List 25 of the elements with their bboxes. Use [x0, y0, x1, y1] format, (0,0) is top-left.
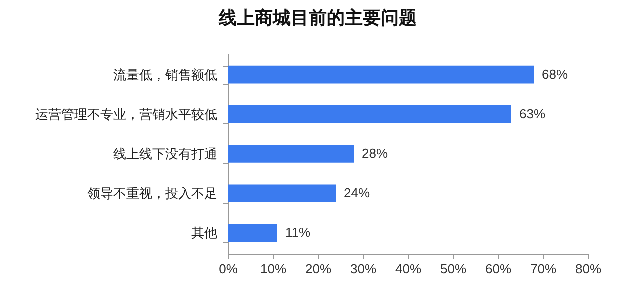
bar — [228, 184, 336, 203]
data-label: 68% — [542, 66, 568, 82]
x-tick-label: 10% — [260, 262, 287, 276]
x-tick-label: 60% — [485, 262, 512, 276]
bar — [228, 66, 534, 84]
x-tick-label: 0% — [219, 262, 238, 276]
y-tick-label: 流量低，销售额低 — [114, 67, 218, 82]
bar — [228, 145, 354, 163]
x-tick-label: 70% — [530, 262, 557, 276]
x-tick-label: 20% — [305, 262, 332, 276]
x-tick-label: 50% — [440, 262, 467, 276]
x-tick-label: 30% — [350, 262, 377, 276]
y-tick-label: 运营管理不专业，营销水平较低 — [36, 106, 218, 122]
x-tick-label: 40% — [395, 262, 422, 276]
y-tick-label: 领导不重视，投入不足 — [88, 186, 218, 202]
chart-title: 线上商城目前的主要问题 — [218, 8, 418, 28]
bar — [228, 224, 278, 242]
y-tick-label: 线上线下没有打通 — [114, 146, 218, 162]
y-tick-label: 其他 — [192, 226, 218, 241]
x-tick-label: 80% — [575, 262, 602, 276]
data-label: 63% — [520, 106, 546, 122]
data-label: 11% — [286, 225, 311, 240]
data-label: 24% — [344, 186, 370, 201]
bar — [228, 105, 512, 124]
data-label: 28% — [362, 146, 388, 161]
